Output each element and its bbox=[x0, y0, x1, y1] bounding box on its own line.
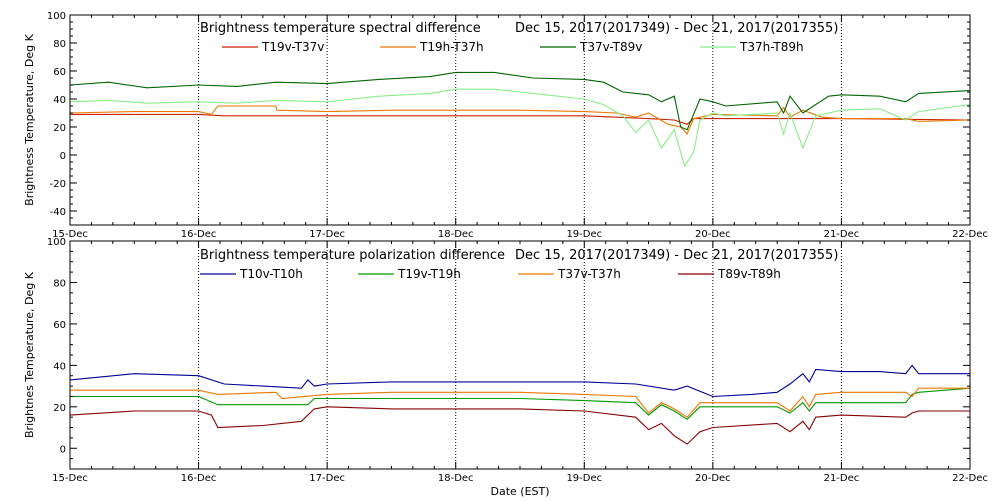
chart-subtitle: Dec 15, 2017(2017349) - Dec 21, 2017(201… bbox=[515, 248, 838, 263]
chart-subtitle: Dec 15, 2017(2017349) - Dec 21, 2017(201… bbox=[515, 21, 838, 36]
y-tick-label: -40 bbox=[50, 207, 66, 218]
series-line-t37h-t89h bbox=[69, 88, 971, 168]
y-tick-label: 100 bbox=[47, 11, 66, 22]
legend-label: T37h-T89h bbox=[739, 40, 804, 54]
x-tick-label: 20-Dec bbox=[695, 229, 731, 240]
x-tick-label: 17-Dec bbox=[309, 473, 345, 484]
x-tick-label: 22-Dec bbox=[952, 229, 988, 240]
y-tick-label: 40 bbox=[53, 95, 66, 106]
series-line-t19h-t37h bbox=[69, 105, 971, 136]
legend-label: T10v-T10h bbox=[239, 267, 303, 281]
y-tick-label: 80 bbox=[53, 39, 66, 50]
y-tick-label: 20 bbox=[53, 403, 66, 414]
x-axis-title: Date (EST) bbox=[490, 485, 549, 498]
chart-title: Brightness temperature polarization diff… bbox=[200, 248, 505, 263]
series-line-t37v-t37h bbox=[70, 387, 970, 418]
x-tick-label: 21-Dec bbox=[824, 473, 860, 484]
chart-title: Brightness temperature spectral differen… bbox=[200, 21, 481, 36]
y-tick-label: 80 bbox=[53, 278, 66, 289]
y-axis-title: Brightness Temperature, Deg K bbox=[23, 33, 36, 205]
series-line-t19v-t37v bbox=[70, 113, 971, 125]
y-tick-label: 0 bbox=[60, 151, 66, 162]
x-tick-label: 21-Dec bbox=[824, 229, 860, 240]
series-line-t89v-t89h bbox=[69, 406, 970, 445]
legend-label: T19h-T37h bbox=[419, 40, 484, 54]
y-tick-label: 0 bbox=[60, 444, 66, 455]
series-line-t19v-t19h bbox=[70, 387, 971, 420]
x-tick-label: 17-Dec bbox=[309, 229, 345, 240]
x-tick-label: 18-Dec bbox=[438, 229, 474, 240]
chart-panel-2: 15-Dec 16-Dec 17-Dec 18-Dec 19-Dec 20-Dec 21-D… bbox=[23, 237, 988, 484]
legend-label: T37v-T37h bbox=[557, 267, 621, 281]
y-tick-label: 100 bbox=[47, 237, 66, 248]
x-tick-label: 22-Dec bbox=[952, 473, 988, 484]
x-tick-label: 19-Dec bbox=[566, 229, 602, 240]
series-line-t10v-t10h bbox=[69, 364, 970, 398]
x-tick-label: 15-Dec bbox=[52, 473, 88, 484]
x-tick-label: 15-Dec bbox=[52, 229, 88, 240]
legend-label: T19v-T37v bbox=[261, 40, 324, 54]
x-tick-label: 20-Dec bbox=[695, 473, 731, 484]
x-tick-label: 18-Dec bbox=[438, 473, 474, 484]
y-axis-title: Brightnes Temperature, Deg K bbox=[23, 271, 36, 438]
legend-label: T37v-T89v bbox=[579, 40, 642, 54]
y-tick-label: 40 bbox=[53, 361, 66, 372]
y-tick-label: 60 bbox=[53, 320, 66, 331]
y-tick-label: 60 bbox=[53, 67, 66, 78]
x-tick-label: 19-Dec bbox=[566, 473, 602, 484]
x-tick-label: 16-Dec bbox=[181, 229, 217, 240]
legend-label: T89v-T89h bbox=[717, 267, 781, 281]
y-tick-label: -20 bbox=[50, 179, 66, 190]
x-tick-label: 16-Dec bbox=[181, 473, 217, 484]
chart-panel-1: 15-Dec 16-Dec 17-Dec 18-Dec 19-Dec 20-Dec 21-D… bbox=[23, 11, 988, 240]
legend-label: T19v-T19h bbox=[397, 267, 461, 281]
y-tick-label: 20 bbox=[53, 123, 66, 134]
series-line-t37v-t89v bbox=[69, 71, 971, 131]
